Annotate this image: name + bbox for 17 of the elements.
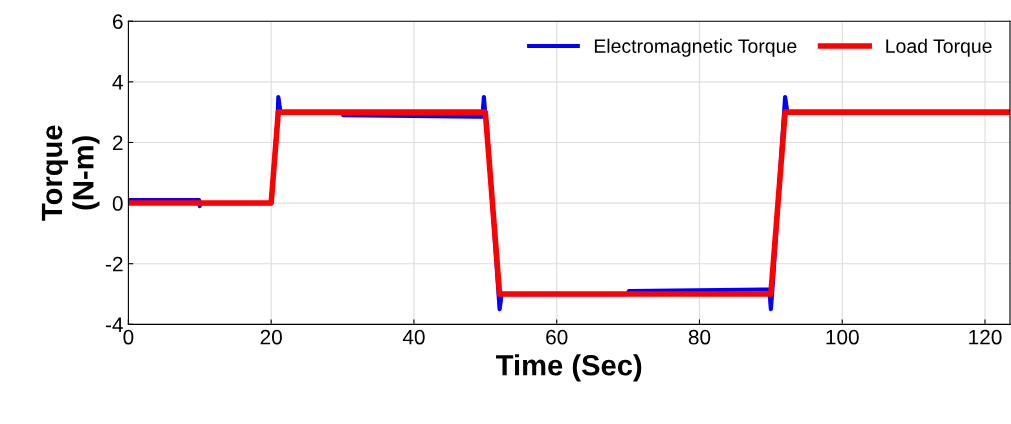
y-tick-label: -2 <box>105 256 123 272</box>
legend-label: Load Torque <box>886 38 992 57</box>
y-tick-label: 0 <box>112 196 123 211</box>
x-tick-label: 100 <box>826 329 859 345</box>
x-tick-label: 0 <box>123 329 134 345</box>
y-tick-label: -4 <box>105 317 123 332</box>
x-tick-label: 60 <box>546 329 568 345</box>
x-tick-label: 20 <box>260 329 282 345</box>
y-axis-title: Torque (N-m) <box>41 125 100 221</box>
x-tick-label: 40 <box>402 329 425 345</box>
x-axis-title: Time (Sec) <box>496 354 642 382</box>
x-tick-label: 120 <box>969 329 1002 345</box>
y-tick-label: 4 <box>112 75 123 90</box>
x-tick-label: 80 <box>688 329 711 345</box>
legend-label: Electromagnetic Torque <box>594 38 797 57</box>
y-tick-label: 6 <box>113 14 123 29</box>
y-tick-label: 2 <box>113 135 123 151</box>
